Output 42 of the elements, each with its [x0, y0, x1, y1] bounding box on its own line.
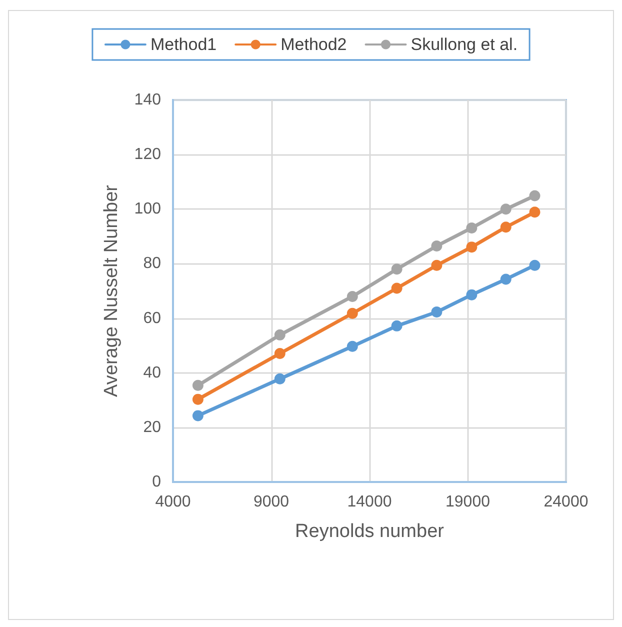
- point: [391, 264, 402, 275]
- point: [274, 329, 286, 340]
- point: [500, 222, 512, 233]
- point: [346, 308, 358, 319]
- point: [192, 394, 204, 405]
- y-tick-label: 20: [143, 418, 162, 436]
- point: [500, 274, 512, 285]
- point: [466, 242, 478, 253]
- point: [431, 306, 442, 318]
- point: [346, 290, 358, 302]
- y-tick-label: 80: [143, 255, 162, 272]
- y-tick-label: 40: [143, 364, 162, 382]
- point: [192, 380, 204, 391]
- point: [274, 373, 286, 384]
- x-axis-title: Reynolds number: [295, 521, 445, 542]
- point: [391, 282, 402, 294]
- point: [466, 289, 478, 300]
- x-tick-label: 19000: [446, 494, 490, 510]
- point: [529, 260, 540, 271]
- legend-label: Skullong et al.: [410, 35, 518, 54]
- y-tick-label: 100: [134, 200, 162, 218]
- x-tick-label: 9000: [253, 494, 290, 510]
- point: [346, 340, 358, 352]
- point: [192, 410, 204, 422]
- y-tick-label: 60: [143, 310, 162, 327]
- y-tick-label: 0: [152, 474, 162, 490]
- y-tick-label: 120: [134, 146, 162, 164]
- point: [529, 206, 540, 218]
- y-axis-title: Average Nusselt Number: [101, 184, 122, 397]
- point: [529, 190, 540, 202]
- x-tick-label: 4000: [155, 494, 191, 510]
- point: [500, 204, 512, 215]
- point: [431, 260, 442, 271]
- y-tick-label: 140: [134, 92, 162, 108]
- point: [391, 320, 402, 332]
- x-tick-label: 24000: [544, 494, 588, 510]
- legend-label: Method2: [280, 35, 347, 54]
- point: [466, 222, 478, 234]
- point: [274, 348, 286, 359]
- point: [431, 240, 442, 252]
- x-tick-label: 14000: [347, 494, 392, 510]
- legend-label: Method1: [150, 35, 217, 54]
